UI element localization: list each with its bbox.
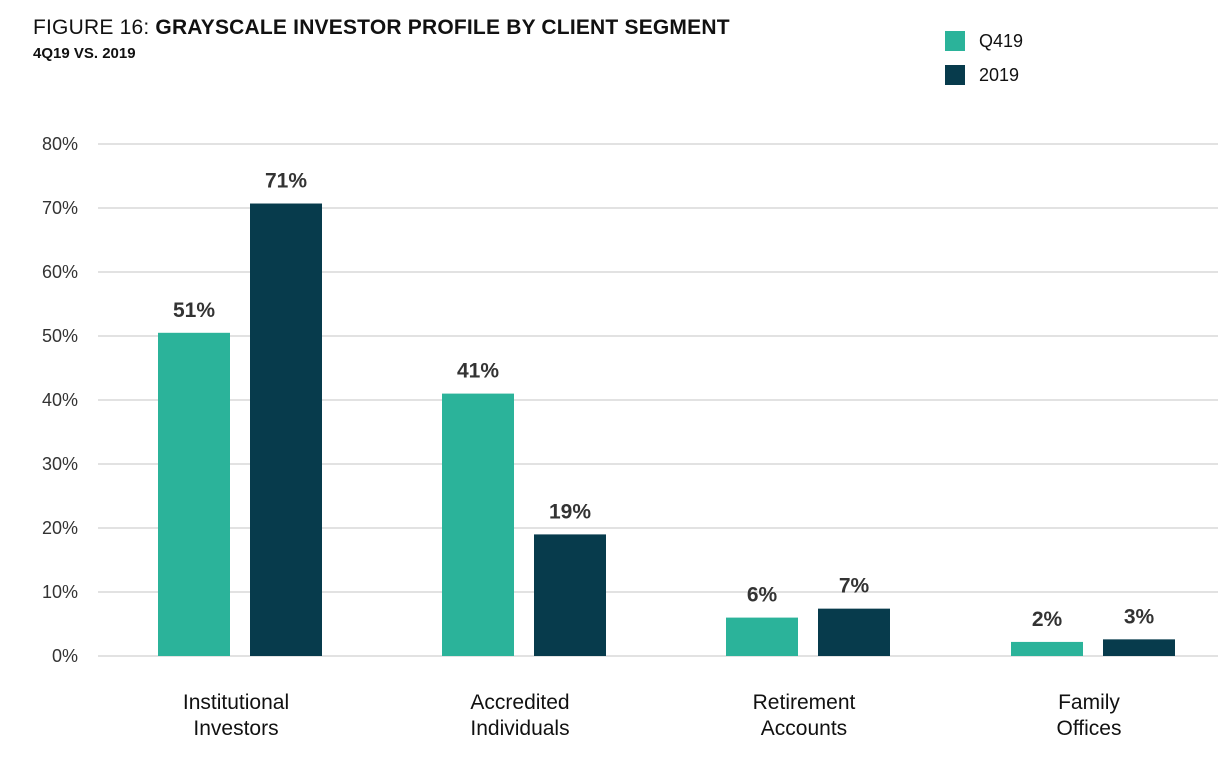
figure-number: FIGURE 16:: [33, 16, 156, 39]
bar: [1103, 639, 1175, 656]
y-tick-label: 60%: [42, 262, 78, 282]
bar: [818, 608, 890, 656]
legend-swatch-q419: [945, 31, 965, 51]
x-category-label: Individuals: [470, 717, 569, 740]
bar: [442, 393, 514, 656]
legend-swatch-2019: [945, 65, 965, 85]
y-tick-label: 50%: [42, 326, 78, 346]
x-category-label: Accredited: [470, 691, 569, 714]
data-label: 71%: [265, 170, 307, 193]
legend-item-q419: Q419: [945, 31, 1023, 51]
data-label: 3%: [1124, 605, 1155, 628]
bar: [534, 534, 606, 656]
data-label: 41%: [457, 360, 499, 383]
bar: [1011, 641, 1083, 656]
data-label: 2%: [1032, 608, 1063, 631]
x-category-label: Family: [1058, 691, 1120, 714]
y-tick-label: 70%: [42, 198, 78, 218]
data-label: 19%: [549, 500, 591, 523]
chart-subtitle: 4Q19 VS. 2019: [33, 45, 136, 62]
bar: [250, 203, 322, 656]
y-tick-label: 40%: [42, 390, 78, 410]
bar: [726, 617, 798, 656]
y-tick-label: 10%: [42, 582, 78, 602]
bar: [158, 332, 230, 656]
data-label: 7%: [839, 575, 870, 598]
chart-title: FIGURE 16: GRAYSCALE INVESTOR PROFILE BY…: [33, 16, 730, 40]
title-text: GRAYSCALE INVESTOR PROFILE BY CLIENT SEG…: [155, 16, 730, 39]
y-tick-label: 80%: [42, 134, 78, 154]
legend-label-q419: Q419: [979, 30, 1024, 51]
data-label: 6%: [747, 584, 778, 607]
x-category-label: Offices: [1057, 717, 1122, 740]
y-tick-label: 30%: [42, 454, 78, 474]
x-category-label: Institutional: [183, 691, 289, 714]
x-category-label: Accounts: [761, 717, 847, 740]
legend-label-2019: 2019: [979, 64, 1020, 85]
y-tick-label: 0%: [52, 646, 78, 666]
data-label: 51%: [173, 299, 215, 322]
x-category-label: Investors: [193, 717, 278, 740]
y-tick-label: 20%: [42, 518, 78, 538]
x-category-label: Retirement: [753, 691, 856, 714]
legend-item-2019: 2019: [945, 65, 1019, 85]
